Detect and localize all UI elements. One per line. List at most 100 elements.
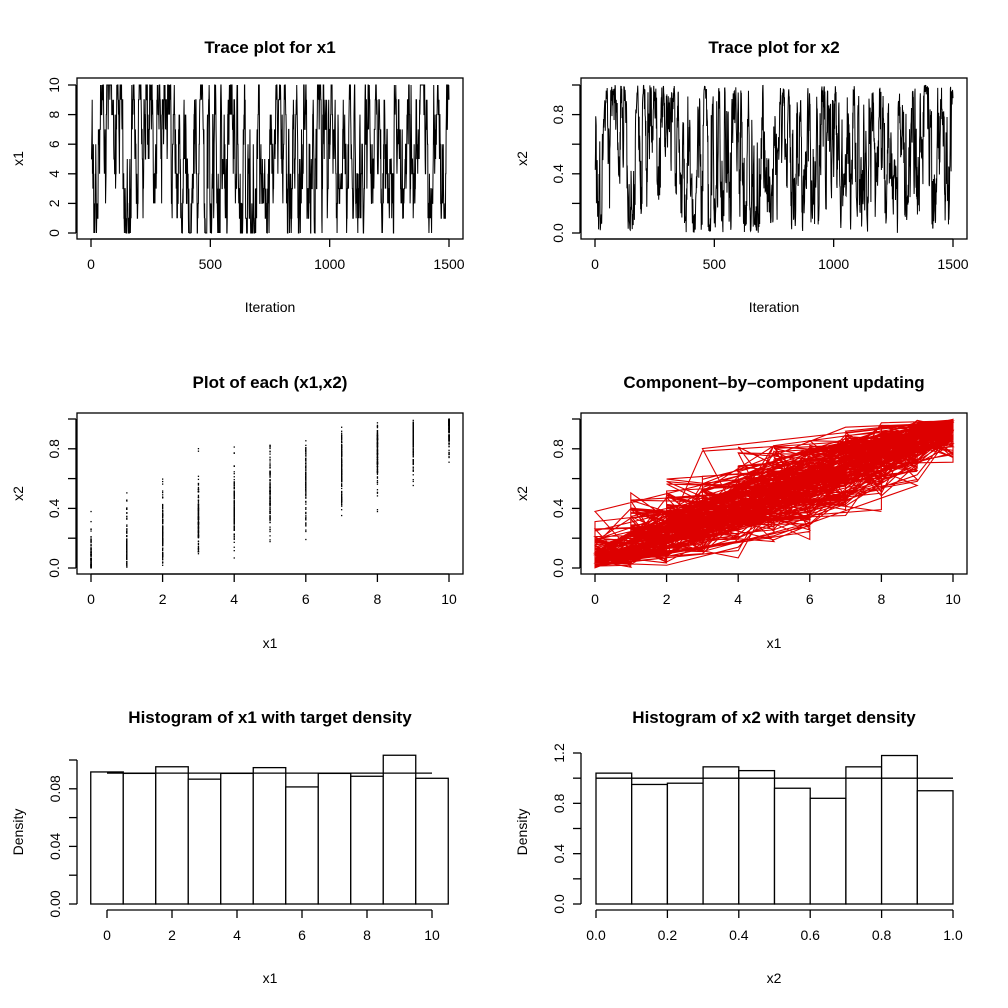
scatter-point (162, 478, 164, 480)
scatter-point (376, 433, 379, 435)
scatter-point (269, 491, 271, 493)
scatter-point (376, 472, 379, 474)
scatter-point (90, 542, 92, 544)
x-tick-label: 10 (424, 927, 440, 943)
scatter-point (412, 419, 414, 422)
scatter-point (90, 549, 92, 551)
scatter-point (126, 512, 128, 514)
scatter-point (376, 460, 379, 462)
scatter-point (412, 453, 414, 455)
scatter-point (126, 517, 128, 519)
scatter-point (341, 493, 343, 495)
scatter-point (376, 477, 379, 479)
scatter-point (197, 536, 200, 538)
scatter-point (126, 560, 128, 563)
scatter-point (269, 464, 271, 466)
y-tick-label: 0.8 (550, 105, 566, 125)
histogram-bar (122, 772, 157, 905)
x-tick-label: 0.0 (586, 927, 606, 943)
scatter-point (269, 484, 271, 487)
scatter-point (162, 559, 164, 561)
x-axis: 0.0 0.2 0.4 0.6 0.8 1.0 (586, 909, 963, 943)
scatter-point (197, 524, 200, 526)
scatter-point (412, 440, 414, 442)
scatter-point (197, 509, 200, 511)
scatter-point (269, 508, 271, 510)
scatter-point (233, 486, 235, 489)
scatter-point (197, 478, 200, 481)
scatter-point (341, 505, 343, 507)
scatter-point (269, 487, 271, 490)
scatter-point (126, 507, 128, 509)
scatter-point (90, 539, 92, 541)
scatter-point (197, 517, 200, 519)
scatter-point (341, 444, 343, 446)
histogram-bar (773, 787, 811, 905)
scatter-point (162, 531, 164, 534)
scatter-point (341, 474, 343, 476)
scatter-point (162, 525, 164, 527)
scatter-point (341, 496, 343, 498)
scatter-point (233, 481, 235, 483)
scatter-point (90, 510, 92, 513)
scatter-point (448, 456, 450, 459)
scatter-point (341, 477, 343, 479)
scatter-point (162, 557, 164, 559)
scatter-point (197, 522, 200, 524)
scatter-point (162, 541, 164, 544)
x-tick-label: 0.6 (800, 927, 820, 943)
scatter-point (197, 491, 200, 493)
scatter-point (305, 530, 307, 533)
histogram-bar (845, 766, 883, 905)
scatter-point (197, 475, 200, 477)
scatter-point (305, 478, 307, 481)
scatter-point (341, 460, 343, 462)
scatter-point (90, 537, 92, 539)
scatter-point (162, 483, 164, 485)
scatter-point (376, 483, 379, 485)
y-axis-label: x2 (514, 486, 530, 501)
scatter-point (305, 491, 307, 493)
scatter-point (90, 567, 92, 569)
scatter-point (269, 511, 271, 514)
scatter-point (233, 523, 235, 525)
x-tick-label: 8 (878, 591, 886, 607)
scatter-point (233, 510, 235, 512)
scatter-point (233, 537, 235, 539)
scatter-point (126, 543, 128, 545)
scatter-point (305, 503, 307, 505)
scatter-point (126, 538, 128, 540)
scatter-point (269, 493, 271, 495)
scatter-point (233, 483, 235, 485)
y-tick-label: 0.0 (550, 558, 566, 578)
x-tick-label: 10 (945, 591, 961, 607)
scatter-point (269, 473, 271, 476)
scatter-point (197, 551, 200, 553)
scatter-point (412, 458, 414, 461)
scatter-point (412, 431, 414, 433)
scatter-point (341, 454, 343, 457)
x-tick-label: 1000 (314, 256, 345, 272)
scatter-point (90, 555, 92, 557)
scatter-point (269, 465, 271, 467)
x-tick-label: 0.2 (658, 927, 678, 943)
scatter-point (448, 436, 450, 438)
scatter-point (376, 467, 379, 469)
scatter-point (162, 540, 164, 542)
scatter-point (162, 506, 164, 509)
histogram-bar (317, 772, 352, 905)
x-tick-label: 0 (103, 927, 111, 943)
scatter-point (341, 475, 343, 478)
scatter-point (341, 434, 343, 436)
scatter-point (269, 500, 271, 502)
scatter-point (305, 476, 307, 478)
scatter-point (448, 420, 450, 422)
scatter-point (233, 521, 235, 524)
scatter-point (162, 505, 164, 507)
scatter-point (341, 430, 343, 432)
scatter-point (90, 557, 92, 560)
scatter-point (233, 506, 235, 508)
scatter-point (376, 479, 379, 482)
scatter-point (269, 490, 271, 492)
scatter-point (412, 478, 414, 481)
